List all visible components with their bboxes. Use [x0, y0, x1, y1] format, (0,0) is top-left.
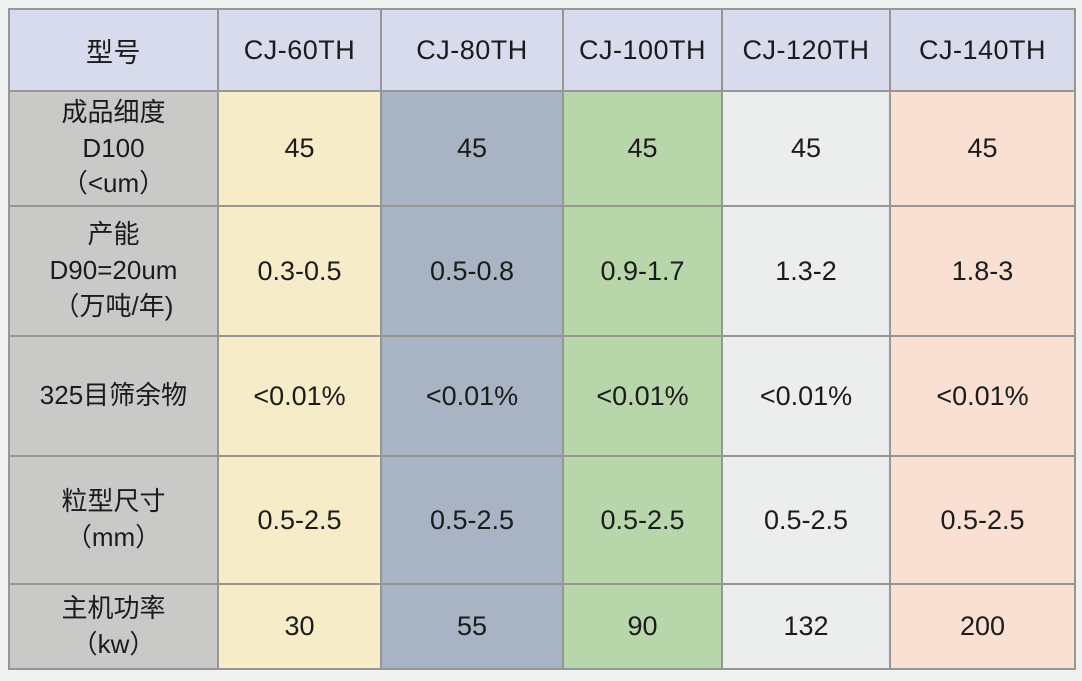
- value-cell: 200: [889, 583, 1076, 670]
- value-cell: 30: [217, 583, 382, 670]
- value-cell: 0.5-2.5: [217, 455, 382, 585]
- value-cell: <0.01%: [562, 335, 723, 457]
- row-label-motor-power: 主机功率 （kw）: [8, 583, 219, 670]
- value-cell: <0.01%: [217, 335, 382, 457]
- value-cell: 0.5-0.8: [380, 205, 564, 337]
- model-header-cj-120th: CJ-120TH: [721, 8, 891, 92]
- model-header-cj-60th: CJ-60TH: [217, 8, 382, 92]
- header-row: 型号 CJ-60TH CJ-80TH CJ-100TH CJ-120TH CJ-…: [8, 8, 1076, 92]
- model-header-cj-140th: CJ-140TH: [889, 8, 1076, 92]
- value-cell: 0.9-1.7: [562, 205, 723, 337]
- row-label-particle-size: 粒型尺寸 （mm）: [8, 455, 219, 585]
- model-header-cj-100th: CJ-100TH: [562, 8, 723, 92]
- spec-table: 型号 CJ-60TH CJ-80TH CJ-100TH CJ-120TH CJ-…: [8, 8, 1076, 670]
- spec-row-motor-power: 主机功率 （kw） 30 55 90 132 200: [8, 583, 1076, 670]
- row-label-sieve-residue: 325目筛余物: [8, 335, 219, 457]
- value-cell: 45: [889, 90, 1076, 207]
- value-cell: <0.01%: [721, 335, 891, 457]
- model-header-cj-80th: CJ-80TH: [380, 8, 564, 92]
- value-cell: 132: [721, 583, 891, 670]
- row-label-fineness: 成品细度 D100 （<um）: [8, 90, 219, 207]
- value-cell: 90: [562, 583, 723, 670]
- model-column-header: 型号: [8, 8, 219, 92]
- value-cell: <0.01%: [889, 335, 1076, 457]
- value-cell: 0.3-0.5: [217, 205, 382, 337]
- spec-row-fineness: 成品细度 D100 （<um） 45 45 45 45 45: [8, 90, 1076, 207]
- value-cell: 1.8-3: [889, 205, 1076, 337]
- value-cell: 45: [562, 90, 723, 207]
- value-cell: <0.01%: [380, 335, 564, 457]
- spec-row-capacity: 产能 D90=20um （万吨/年) 0.3-0.5 0.5-0.8 0.9-1…: [8, 205, 1076, 337]
- value-cell: 0.5-2.5: [562, 455, 723, 585]
- value-cell: 45: [380, 90, 564, 207]
- value-cell: 0.5-2.5: [721, 455, 891, 585]
- value-cell: 45: [721, 90, 891, 207]
- value-cell: 0.5-2.5: [889, 455, 1076, 585]
- value-cell: 0.5-2.5: [380, 455, 564, 585]
- value-cell: 55: [380, 583, 564, 670]
- value-cell: 45: [217, 90, 382, 207]
- row-label-capacity: 产能 D90=20um （万吨/年): [8, 205, 219, 337]
- value-cell: 1.3-2: [721, 205, 891, 337]
- spec-row-sieve-residue: 325目筛余物 <0.01% <0.01% <0.01% <0.01% <0.0…: [8, 335, 1076, 457]
- spec-row-particle-size: 粒型尺寸 （mm） 0.5-2.5 0.5-2.5 0.5-2.5 0.5-2.…: [8, 455, 1076, 585]
